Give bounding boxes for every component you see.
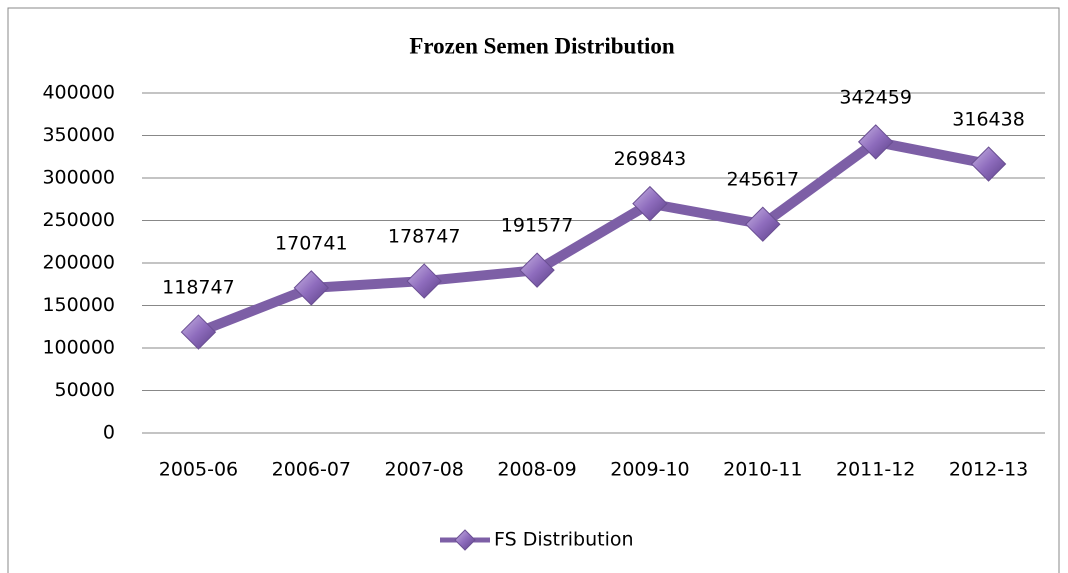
x-tick-label: 2007-08 <box>384 459 463 481</box>
series-line <box>196 136 990 337</box>
y-tick-label: 150000 <box>42 294 115 316</box>
marker <box>632 185 668 222</box>
legend-marker <box>454 529 476 551</box>
y-tick-label: 300000 <box>42 167 115 189</box>
x-tick-label: 2009-10 <box>610 459 689 481</box>
data-label: 269843 <box>614 148 687 170</box>
data-label: 316438 <box>952 109 1025 131</box>
data-label: 342459 <box>839 86 912 108</box>
y-tick-label: 0 <box>103 422 115 444</box>
data-label: 178747 <box>388 226 461 248</box>
x-tick-label: 2006-07 <box>272 459 351 481</box>
y-tick-label: 250000 <box>42 209 115 231</box>
x-tick-label: 2008-09 <box>497 459 576 481</box>
data-label: 170741 <box>275 232 348 254</box>
marker <box>857 124 894 160</box>
marker <box>406 263 442 299</box>
chart-title: Frozen Semen Distribution <box>409 33 675 58</box>
x-tick-label: 2012-13 <box>949 459 1028 481</box>
chart-border <box>7 7 1060 573</box>
data-label: 245617 <box>727 169 800 191</box>
x-tick-label: 2010-11 <box>723 459 802 481</box>
y-tick-label: 100000 <box>42 337 115 359</box>
marker <box>293 270 330 306</box>
y-tick-label: 200000 <box>42 252 115 274</box>
marker <box>970 146 1007 182</box>
legend-label: FS Distribution <box>494 529 634 551</box>
x-tick-label: 2011-12 <box>836 459 915 481</box>
y-tick-label: 400000 <box>42 82 115 104</box>
marker <box>745 206 781 242</box>
x-tick-label: 2005-06 <box>159 459 238 481</box>
data-label: 118747 <box>162 277 235 299</box>
data-label: 191577 <box>501 215 574 237</box>
y-tick-label: 50000 <box>55 379 115 401</box>
marker <box>519 252 555 288</box>
y-tick-label: 350000 <box>42 124 115 146</box>
marker <box>180 314 217 350</box>
